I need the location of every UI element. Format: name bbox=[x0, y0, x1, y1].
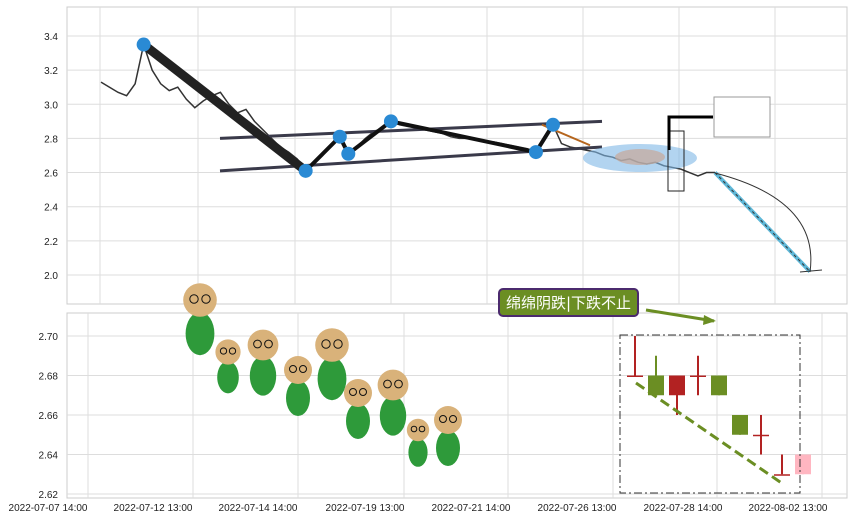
annotation-arrowhead bbox=[703, 315, 716, 325]
dog-glasses-right bbox=[299, 365, 307, 373]
dog-glasses-right bbox=[394, 379, 403, 389]
projection-arc bbox=[714, 172, 812, 273]
candle-body bbox=[627, 375, 643, 377]
dog-body bbox=[379, 396, 407, 436]
dog-head bbox=[247, 329, 279, 361]
y-tick-label: 2.4 bbox=[44, 203, 58, 214]
y-tick-label: 2.66 bbox=[39, 411, 59, 422]
y-tick-label: 3.4 bbox=[44, 32, 58, 43]
candle-body bbox=[732, 415, 748, 435]
pattern-box bbox=[619, 334, 801, 494]
callout-box bbox=[713, 96, 771, 138]
dog-glasses-left bbox=[439, 415, 447, 423]
dog-body bbox=[346, 403, 370, 439]
dog-glasses-left bbox=[189, 294, 199, 304]
dog-body bbox=[185, 312, 215, 356]
pivot-marker bbox=[136, 37, 151, 52]
x-tick-label: 2022-07-26 13:00 bbox=[538, 503, 617, 514]
dog-head bbox=[315, 328, 349, 362]
pivot-marker bbox=[545, 117, 560, 132]
dog-glasses-left bbox=[219, 347, 228, 355]
candle-body bbox=[753, 434, 769, 437]
dog-glasses-right bbox=[359, 388, 367, 396]
dog-head bbox=[434, 406, 462, 434]
projection-dash bbox=[714, 172, 811, 272]
dog-glasses-right bbox=[228, 347, 237, 355]
y-tick-label: 2.0 bbox=[44, 271, 58, 282]
pattern-annotation: 绵绵阴跌|下跌不止 bbox=[498, 288, 640, 317]
candle-body bbox=[648, 375, 664, 396]
dog-head bbox=[183, 283, 217, 317]
callout-line bbox=[667, 115, 713, 150]
pivot-marker bbox=[341, 146, 356, 161]
candle-body bbox=[711, 375, 727, 396]
dog-body bbox=[436, 430, 460, 466]
dog-head bbox=[377, 369, 409, 401]
dog-glasses-right bbox=[449, 415, 457, 423]
y-tick-label: 2.8 bbox=[44, 134, 58, 145]
bottom-panel bbox=[66, 312, 848, 499]
dog-glasses-right bbox=[201, 294, 211, 304]
dog-body bbox=[249, 356, 277, 396]
pivot-marker bbox=[332, 129, 347, 144]
dog-head bbox=[344, 379, 372, 407]
y-tick-label: 2.64 bbox=[39, 451, 59, 462]
projection-end bbox=[799, 269, 823, 273]
highlight-core bbox=[615, 149, 665, 165]
dog-body bbox=[217, 361, 239, 394]
dog-glasses-left bbox=[321, 339, 331, 349]
dog-head bbox=[215, 339, 241, 365]
pivot-marker bbox=[528, 145, 543, 160]
y-tick-label: 3.2 bbox=[44, 66, 58, 77]
dog-body bbox=[317, 357, 347, 401]
y-tick-label: 3.0 bbox=[44, 100, 58, 111]
y-tick-label: 2.2 bbox=[44, 237, 58, 248]
candle-body bbox=[669, 375, 685, 396]
candle-body bbox=[795, 454, 811, 475]
dog-head bbox=[406, 418, 430, 442]
dog-glasses-left bbox=[410, 425, 418, 433]
selection-box bbox=[667, 130, 685, 192]
y-tick-label: 2.6 bbox=[44, 169, 58, 180]
zigzag-main-leg bbox=[140, 40, 309, 175]
candle-body bbox=[690, 375, 706, 377]
x-tick-label: 2022-07-07 14:00 bbox=[9, 503, 88, 514]
dog-body bbox=[286, 380, 310, 416]
dog-head bbox=[284, 356, 312, 384]
dog-glasses-left bbox=[349, 388, 357, 396]
y-tick-label: 2.62 bbox=[39, 490, 59, 501]
upper-trendline bbox=[219, 119, 603, 140]
annotation-arrow bbox=[645, 308, 715, 323]
x-tick-label: 2022-07-28 14:00 bbox=[644, 503, 723, 514]
dog-glasses-left bbox=[289, 365, 297, 373]
candle-body bbox=[774, 474, 790, 476]
pivot-marker bbox=[298, 163, 313, 178]
dog-glasses-right bbox=[264, 339, 273, 349]
dog-body bbox=[408, 438, 428, 467]
dog-glasses-left bbox=[253, 339, 262, 349]
dog-glasses-right bbox=[418, 425, 426, 433]
dog-glasses-left bbox=[383, 379, 392, 389]
x-tick-label: 2022-07-21 14:00 bbox=[432, 503, 511, 514]
pivot-marker bbox=[383, 114, 398, 129]
x-tick-label: 2022-07-19 13:00 bbox=[326, 503, 405, 514]
y-tick-label: 2.70 bbox=[39, 332, 59, 343]
x-tick-label: 2022-07-12 13:00 bbox=[114, 503, 193, 514]
y-tick-label: 2.68 bbox=[39, 372, 59, 383]
dog-glasses-right bbox=[333, 339, 343, 349]
x-tick-label: 2022-08-02 13:00 bbox=[749, 503, 828, 514]
x-tick-label: 2022-07-14 14:00 bbox=[219, 503, 298, 514]
